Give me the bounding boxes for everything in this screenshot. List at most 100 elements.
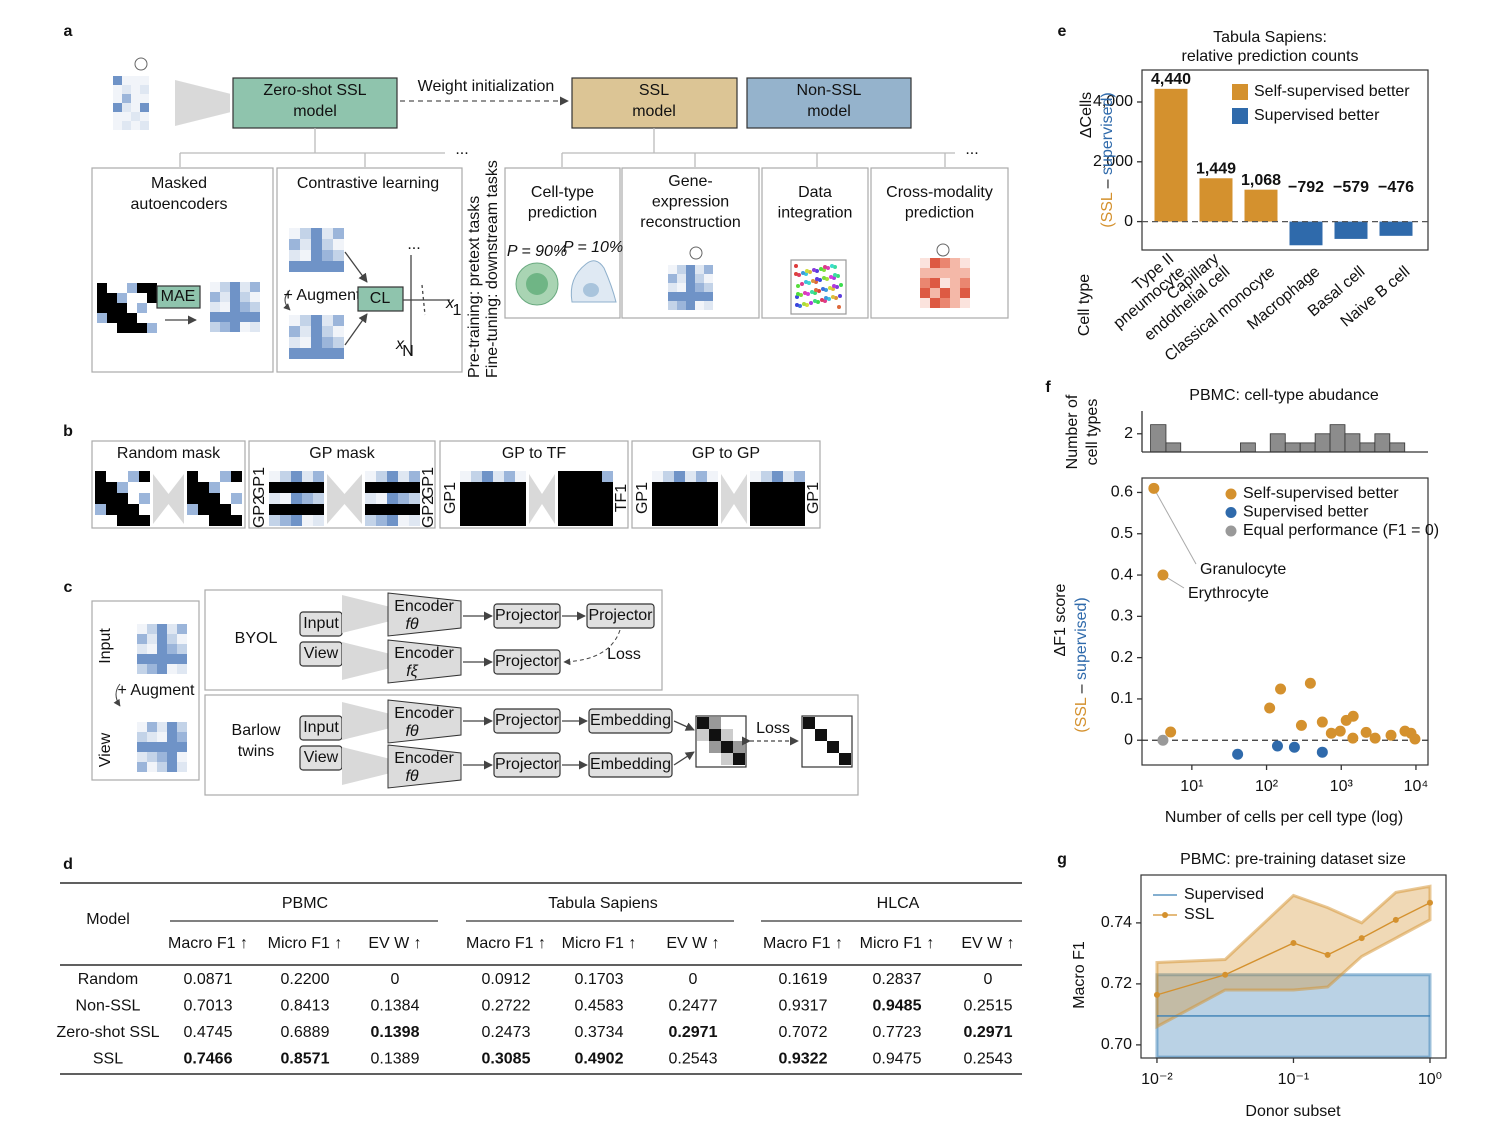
matrix-cell <box>794 515 805 526</box>
table-cell: 0.7013 <box>184 998 233 1015</box>
module-label: Projector <box>588 607 653 624</box>
loss-label: Loss <box>756 720 790 737</box>
gene-program-label: GP1 <box>805 482 822 514</box>
matrix-cell <box>209 515 220 526</box>
arrow <box>344 313 368 346</box>
module-label: fξ <box>406 663 418 680</box>
cell-icon <box>936 243 950 257</box>
matrix-cell <box>250 282 260 292</box>
matrix-cell <box>721 753 733 765</box>
matrix-cell <box>220 471 231 482</box>
matrix-cell <box>131 121 140 130</box>
annotation-leader <box>1153 488 1197 565</box>
histogram-bar <box>1165 442 1182 453</box>
y-axis-label: cell types <box>1084 399 1101 466</box>
matrix-cell <box>131 94 140 103</box>
method-name: twins <box>238 743 274 760</box>
loss-arrow <box>563 629 621 666</box>
integration-dot <box>811 279 815 283</box>
matrix-cell <box>113 76 122 85</box>
module-box <box>493 752 561 778</box>
matrix-icon <box>920 258 970 308</box>
matrix-cell <box>409 482 420 493</box>
matrix-cell <box>677 283 686 292</box>
module-box <box>493 603 561 629</box>
matrix-cell <box>187 493 198 504</box>
integration-dot <box>812 268 816 272</box>
mask-title: GP to GP <box>692 445 760 462</box>
matrix-cell <box>95 482 106 493</box>
matrix-cell <box>122 112 131 121</box>
box-label: SSL <box>639 82 669 99</box>
matrix-cell <box>515 504 526 515</box>
matrix-cell <box>387 493 398 504</box>
integration-dot <box>794 272 798 276</box>
table-cell: 0.3734 <box>575 1024 624 1041</box>
data-label: −792 <box>1288 179 1324 196</box>
encoder-shape <box>153 474 184 524</box>
matrix-cell <box>704 274 713 283</box>
matrix-cell <box>920 298 930 308</box>
integration-dot <box>796 284 800 288</box>
matrix-cell <box>707 504 718 515</box>
task-title: prediction <box>528 205 597 222</box>
matrix-cell <box>269 471 280 482</box>
task-title: Masked <box>151 175 207 192</box>
matrix-cell <box>157 654 167 664</box>
matrix-cell <box>580 504 591 515</box>
matrix-cell <box>137 283 147 293</box>
histogram-bar <box>1269 433 1286 453</box>
scatter-point <box>1409 733 1421 745</box>
matrix-cell <box>289 239 300 250</box>
matrix-cell <box>128 482 139 493</box>
group-header: Tabula Sapiens <box>548 895 657 912</box>
matrix-cell <box>398 515 409 526</box>
task-title: integration <box>778 205 853 222</box>
matrix-cell <box>209 493 220 504</box>
module-label: Projector <box>495 756 560 773</box>
integration-dot <box>824 296 828 300</box>
matrix-cell <box>177 732 187 742</box>
matrix-cell <box>128 515 139 526</box>
matrix-cell <box>137 624 147 634</box>
table-cell: 0 <box>689 971 698 988</box>
matrix-cell <box>231 493 242 504</box>
column-header: Micro F1 ↑ <box>860 935 935 952</box>
y-axis-label: Number of <box>1064 394 1081 469</box>
matrix-cell <box>707 482 718 493</box>
matrix-cell <box>177 762 187 772</box>
matrix-cell <box>482 493 493 504</box>
matrix-cell <box>471 504 482 515</box>
matrix-cell <box>950 268 960 278</box>
matrix-cell <box>300 337 311 348</box>
matrix-cell <box>107 293 117 303</box>
matrix-cell <box>167 762 177 772</box>
matrix-cell <box>220 282 230 292</box>
scatter-point <box>1304 677 1316 689</box>
chart-title: PBMC: pre-training dataset size <box>1180 851 1406 868</box>
matrix-cell <box>827 741 839 753</box>
matrix-cell <box>302 504 313 515</box>
module-label: fθ <box>405 616 418 633</box>
matrix-cell <box>230 292 240 302</box>
matrix-cell <box>409 471 420 482</box>
matrix-cell <box>127 313 137 323</box>
matrix-cell <box>137 752 147 762</box>
table-cell: 0.1619 <box>779 971 828 988</box>
matrix-cell <box>107 323 117 333</box>
column-header: EV W ↑ <box>666 935 719 952</box>
y-tick-label: 0.3 <box>1111 608 1133 625</box>
matrix-cell <box>131 85 140 94</box>
matrix-cell <box>482 471 493 482</box>
stage-label: Pre-training: pretext tasks <box>466 196 483 378</box>
module-label: Projector <box>495 607 560 624</box>
matrix-cell <box>106 515 117 526</box>
matrix-cell <box>668 292 677 301</box>
gene-program-label: GP2 <box>251 496 268 528</box>
arrow <box>673 720 695 731</box>
matrix-cell <box>230 302 240 312</box>
matrix-cell <box>460 471 471 482</box>
matrix-cell <box>250 292 260 302</box>
y-axis-label-part: – <box>1073 684 1090 693</box>
matrix-cell <box>137 742 147 752</box>
